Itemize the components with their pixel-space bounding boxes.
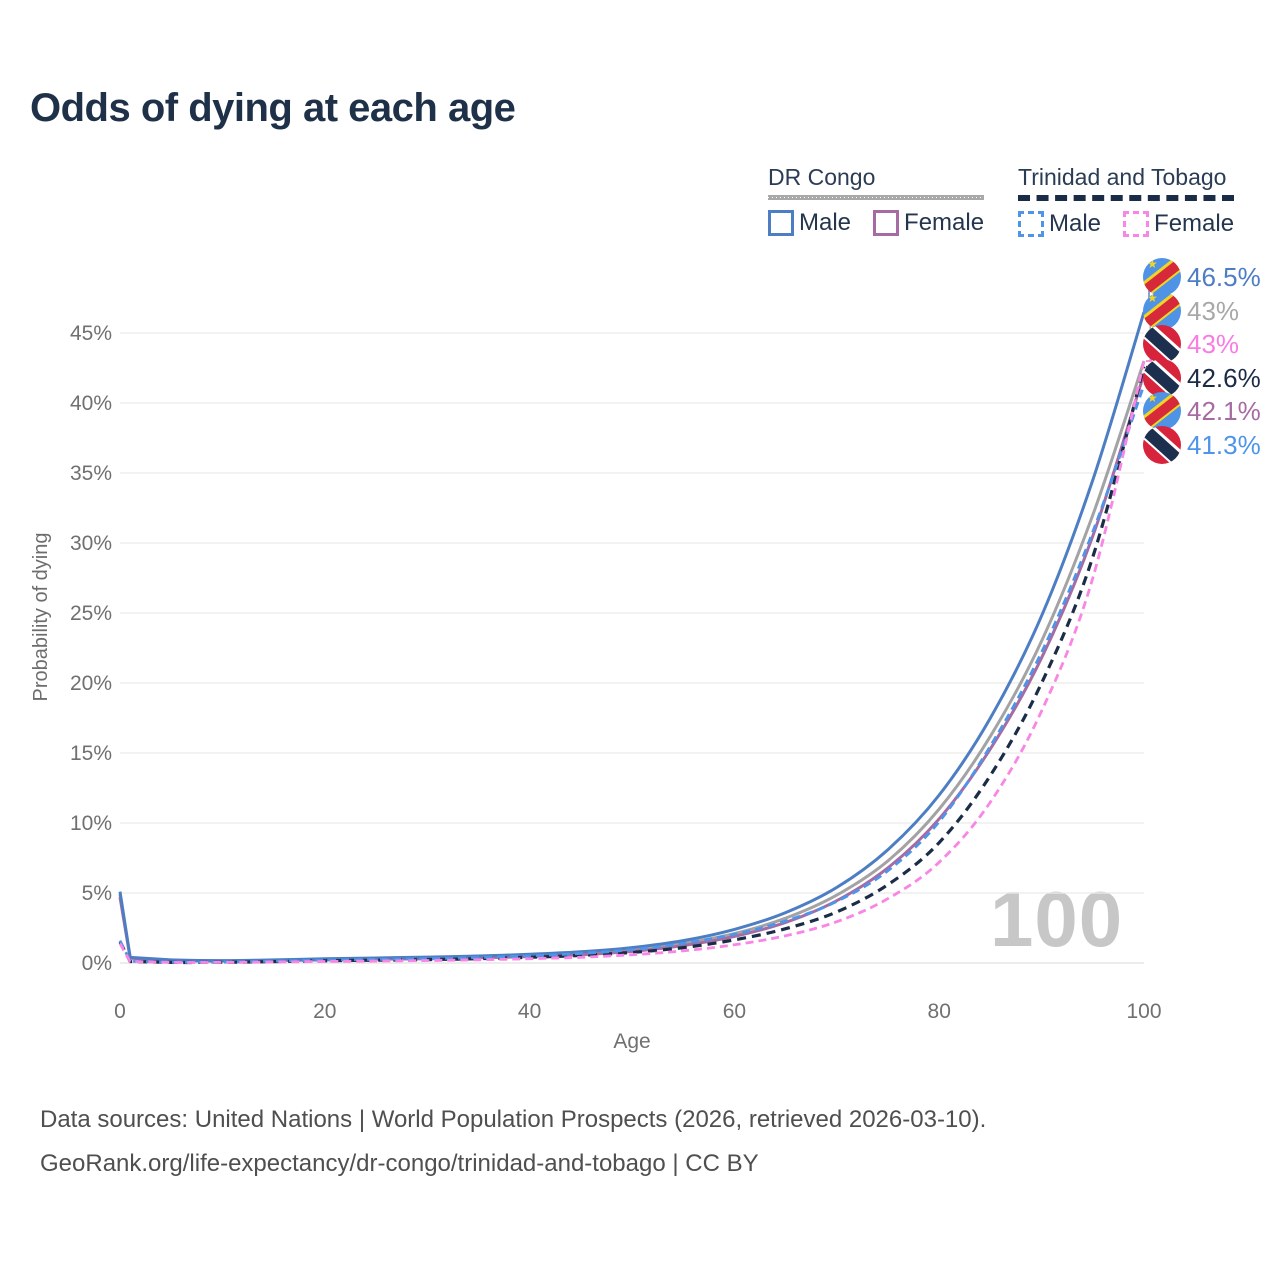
footer: Data sources: United Nations | World Pop… [40,1106,986,1194]
attribution-line: GeoRank.org/life-expectancy/dr-congo/tri… [40,1150,759,1177]
flag-icon-trinidad-and-tobago [1143,426,1181,464]
end-label-row: 42.6% [1143,359,1261,397]
end-value-label: 43% [1187,328,1240,359]
y-tick-label: 30% [70,532,112,555]
legend-group-title: DR Congo [768,164,876,190]
series-line-drc-male[interactable] [118,311,1146,963]
flag-icon-trinidad-and-tobago [1143,359,1181,397]
series-line-tt-female[interactable] [118,360,1146,964]
end-value-label: 46.5% [1187,261,1261,292]
legend-item-drc-male[interactable]: Male [768,209,851,237]
end-label-row: ★ 43% [1143,292,1239,330]
x-axis-title: Age [613,1030,650,1053]
flag-icon-dr-congo: ★ [1143,392,1181,430]
series-line-tt-male[interactable] [118,384,1146,964]
series-line-tt-all[interactable] [118,366,1146,965]
legend-swatch-drc-female [873,210,900,236]
legend-item-tt-male[interactable]: Male [1018,210,1101,238]
flag-icon-dr-congo: ★ [1143,258,1181,296]
legend-label: Female [904,209,985,236]
end-value-label: 41.3% [1187,429,1261,460]
end-label-row: ★ 42.1% [1143,392,1261,430]
y-tick-label: 10% [70,812,112,835]
legend-item-tt-female[interactable]: Female [1123,210,1234,238]
y-tick-label: 0% [82,952,112,975]
y-tick-label: 5% [82,882,112,905]
flag-icon-dr-congo: ★ [1143,292,1181,330]
legend-swatch-drc-male [768,210,794,236]
y-tick-label: 25% [70,602,112,625]
series-line-drc-female[interactable] [118,373,1146,963]
series-line-drc-all[interactable] [118,360,1146,963]
x-tick-label: 0 [114,1000,126,1023]
y-tick-label: 15% [70,742,112,765]
legend-label: Male [1049,210,1102,237]
end-label-row: 43% [1143,325,1239,363]
legend-group-trinidad-and-tobago: Trinidad and Tobago Male Female [1018,164,1235,238]
end-value-label: 43% [1187,295,1240,326]
y-tick-label: 20% [70,672,112,695]
x-tick-label: 60 [723,1000,746,1023]
legend-underline-solid [768,195,985,200]
x-tick-label: 80 [928,1000,951,1023]
x-tick-label: 40 [518,1000,541,1023]
chart-title: Odds of dying at each age [30,86,516,130]
legend-label: Female [1154,210,1235,237]
flag-icon-trinidad-and-tobago [1143,325,1181,363]
x-tick-label: 100 [1126,1000,1161,1023]
y-tick-label: 40% [70,392,112,415]
end-label-row: ★ 46.5% [1143,258,1261,296]
legend-item-drc-female[interactable]: Female [873,209,984,237]
age-watermark: 100 [990,875,1124,963]
y-tick-label: 45% [70,322,112,345]
legend-swatch-tt-male [1018,211,1044,237]
data-sources-line: Data sources: United Nations | World Pop… [40,1106,987,1133]
end-value-label: 42.1% [1187,395,1261,426]
legend-group-dr-congo: DR Congo Male Female [768,164,985,237]
legend-group-title: Trinidad and Tobago [1018,164,1227,190]
legend-underline-dashed [1018,195,1235,201]
y-axis-title: Probability of dying [30,533,52,702]
end-label-row: 41.3% [1143,426,1261,464]
x-tick-label: 20 [313,1000,336,1023]
legend-label: Male [799,209,852,236]
legend-swatch-tt-female [1123,211,1150,237]
y-tick-label: 35% [70,462,112,485]
end-value-label: 42.6% [1187,362,1261,393]
